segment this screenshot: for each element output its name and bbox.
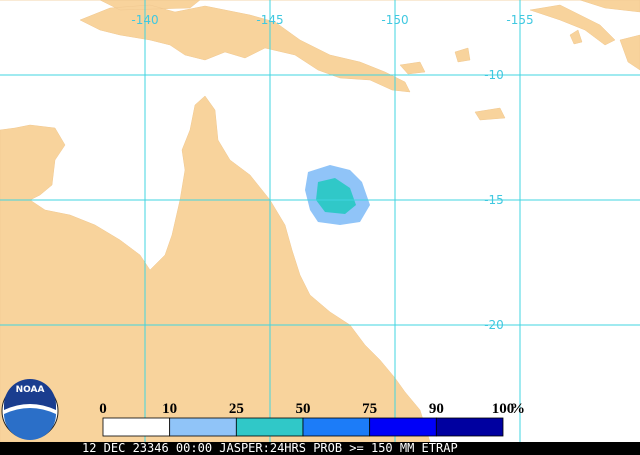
land-australia bbox=[0, 95, 431, 443]
graticule bbox=[0, 0, 640, 442]
land-islands bbox=[399, 0, 640, 121]
legend-label: 0 bbox=[99, 401, 107, 417]
legend-swatch bbox=[302, 417, 371, 437]
legend-swatch bbox=[435, 417, 504, 437]
probability-core bbox=[316, 178, 356, 214]
legend-label: 75 bbox=[362, 401, 377, 417]
legend: 0 10 25 50 75 90 100% bbox=[99, 401, 525, 437]
latitude-label: -20 bbox=[484, 318, 504, 332]
latitude-label: -10 bbox=[484, 68, 504, 82]
legend-label: 10 bbox=[162, 401, 177, 417]
legend-label: 90 bbox=[429, 401, 444, 417]
logo-text: NOAA bbox=[16, 385, 45, 395]
grid-labels: -140 -145 -150 -155 -10 -15 -20 bbox=[131, 13, 533, 332]
legend-swatch bbox=[235, 417, 304, 437]
legend-label: 50 bbox=[296, 401, 311, 417]
legend-swatch bbox=[102, 417, 171, 437]
legend-unit: % bbox=[510, 401, 525, 417]
land-new-guinea bbox=[0, 0, 640, 93]
legend-label: 100 bbox=[492, 401, 515, 417]
footer-bar bbox=[0, 442, 640, 455]
longitude-label: -145 bbox=[256, 13, 283, 27]
legend-label: 25 bbox=[229, 401, 244, 417]
noaa-logo: NOAA bbox=[1, 379, 59, 440]
legend-swatch bbox=[369, 417, 437, 437]
legend-swatch bbox=[169, 417, 237, 437]
longitude-label: -155 bbox=[506, 13, 533, 27]
latitude-label: -15 bbox=[484, 193, 504, 207]
longitude-label: -150 bbox=[381, 13, 408, 27]
longitude-label: -140 bbox=[131, 13, 158, 27]
footer-text: 12 DEC 23346 00:00 JASPER:24HRS PROB >= … bbox=[82, 441, 458, 455]
